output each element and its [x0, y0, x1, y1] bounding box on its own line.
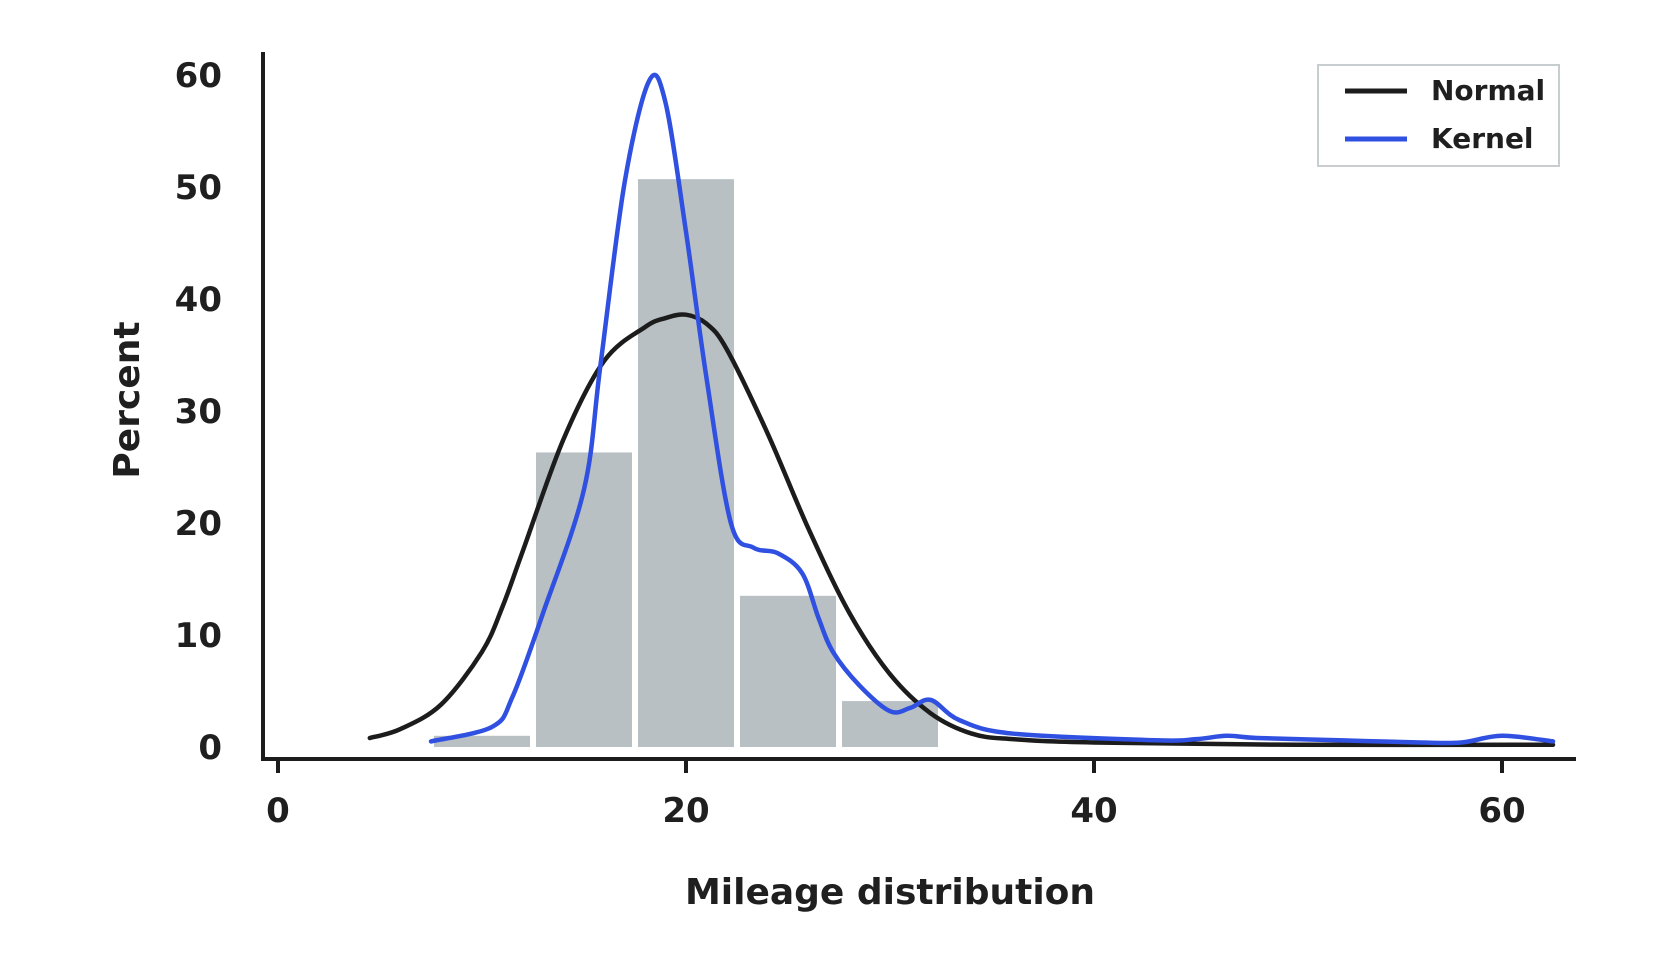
x-tick-label: 20 — [662, 791, 709, 831]
y-tick-label: 60 — [175, 56, 222, 96]
curves-layer — [367, 72, 1556, 748]
ticks-layer: 0 20 40 60 0 10 20 30 40 50 60 — [175, 56, 1526, 831]
series-line-normal — [367, 312, 1556, 748]
x-tick-label: 0 — [266, 791, 290, 831]
x-tick-label: 40 — [1070, 791, 1117, 831]
y-tick-label: 20 — [175, 504, 222, 544]
y-tick-label: 10 — [175, 616, 222, 656]
y-tick-label: 50 — [175, 168, 222, 208]
y-tick-label: 30 — [175, 392, 222, 432]
bars-layer — [434, 179, 938, 747]
legend-box — [1317, 64, 1560, 167]
x-axis-title: Mileage distribution — [685, 872, 1095, 913]
histogram-bar — [740, 595, 836, 747]
y-axis-title: Percent — [107, 321, 148, 478]
y-tick-label: 40 — [175, 280, 222, 320]
series-line-kernel — [428, 72, 1556, 746]
histogram-bar — [536, 452, 632, 747]
legend: Normal Kernel — [1317, 64, 1560, 167]
histogram-bar — [434, 735, 530, 747]
x-tick-label: 60 — [1478, 791, 1525, 831]
legend-label-kernel: Kernel — [1431, 122, 1534, 155]
y-tick-label: 0 — [198, 728, 222, 768]
legend-label-normal: Normal — [1431, 74, 1545, 107]
